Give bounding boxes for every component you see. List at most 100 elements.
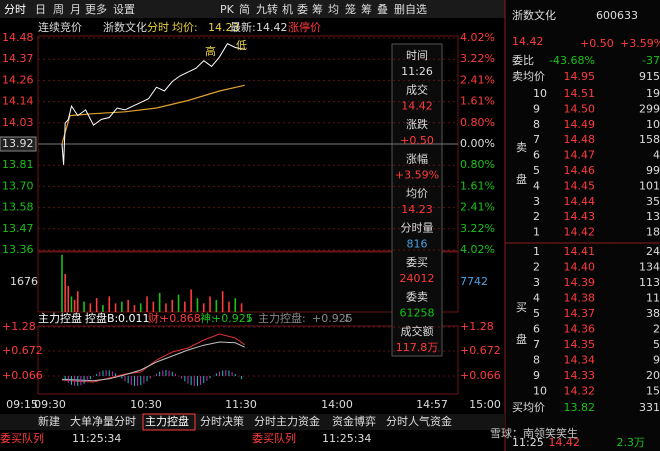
main-value: +0.925 bbox=[312, 312, 353, 325]
pct-label: 4.02% bbox=[460, 31, 495, 44]
tooltip-label: 时间 bbox=[406, 49, 428, 62]
book-price: 14.48 bbox=[564, 133, 596, 146]
toolbar-tab[interactable]: 月 bbox=[70, 3, 81, 16]
toolbar-button[interactable]: 筹 bbox=[361, 2, 372, 16]
toolbar-button[interactable]: 叠 bbox=[377, 3, 388, 16]
toolbar-button[interactable]: 筹 bbox=[312, 2, 323, 16]
book-price: 14.33 bbox=[564, 369, 596, 382]
toolbar-button[interactable]: PK bbox=[220, 3, 235, 16]
quote-name: 浙数文化 bbox=[512, 8, 556, 22]
time-label: 10:30 bbox=[130, 398, 162, 411]
tooltip-value: 24012 bbox=[400, 272, 435, 285]
toolbar-button[interactable]: 均 bbox=[328, 3, 339, 16]
book-level: 2 bbox=[533, 210, 540, 223]
toolbar-tab[interactable]: 日 bbox=[35, 3, 46, 16]
side-char: 卖 bbox=[516, 141, 527, 154]
bottom-tab[interactable]: 大单净量分时 bbox=[70, 414, 136, 428]
book-price: 14.45 bbox=[564, 179, 596, 192]
bottom-tab[interactable]: 主力控盘 bbox=[145, 414, 189, 428]
volume-bar bbox=[70, 296, 73, 312]
price-line bbox=[61, 43, 245, 165]
tooltip-label: 成交 bbox=[406, 83, 428, 97]
toolbar-tab[interactable]: 设置 bbox=[113, 3, 135, 16]
kb-label: 控盘B: bbox=[85, 311, 118, 325]
pct-label: 0.80% bbox=[460, 116, 495, 129]
avg-line bbox=[61, 84, 245, 145]
book-volume: 5 bbox=[653, 338, 660, 351]
toolbar-tab[interactable]: 更多 bbox=[85, 2, 107, 16]
book-price: 14.50 bbox=[564, 102, 596, 115]
toolbar-bg bbox=[0, 0, 660, 18]
book-level: 10 bbox=[533, 385, 547, 398]
book-volume: 299 bbox=[639, 102, 660, 115]
toolbar-button[interactable]: 笼 bbox=[345, 2, 356, 16]
toolbar-tab[interactable]: 分时 bbox=[4, 3, 26, 16]
book-volume: 4 bbox=[653, 149, 660, 162]
side-char: 盘 bbox=[516, 332, 527, 346]
book-level: 4 bbox=[533, 179, 540, 192]
book-level: 1 bbox=[533, 226, 540, 239]
volume-bar bbox=[89, 303, 92, 312]
mode: 连续竞价 bbox=[38, 20, 82, 34]
volume-bar bbox=[108, 296, 111, 312]
book-level: 6 bbox=[533, 149, 540, 162]
bottom-tab[interactable]: 分时人气资金 bbox=[386, 414, 452, 428]
volume-label: 1676 bbox=[10, 275, 38, 288]
time-label: 14:57 bbox=[416, 398, 448, 411]
price-label: 14.48 bbox=[2, 31, 34, 44]
price-label: 13.58 bbox=[2, 201, 34, 214]
price-highlight bbox=[0, 136, 37, 152]
volume-bar bbox=[95, 298, 98, 312]
toolbar-button[interactable]: 机 bbox=[282, 2, 293, 16]
volume-bar bbox=[202, 303, 205, 312]
volume-bar bbox=[127, 299, 129, 312]
book-level: 7 bbox=[533, 133, 540, 146]
volume-bar bbox=[190, 289, 192, 312]
volume-bar bbox=[102, 305, 104, 312]
tooltip-value: 816 bbox=[407, 238, 428, 251]
volume-bar bbox=[209, 296, 211, 312]
indicator-frame bbox=[37, 325, 459, 395]
volume-bar bbox=[76, 291, 79, 312]
bottom-tab[interactable]: 资金博弈 bbox=[332, 414, 376, 428]
kb-value: 0.011 bbox=[118, 312, 150, 325]
avg-label: 均价: bbox=[172, 21, 198, 34]
toolbar-button[interactable]: 九转 bbox=[256, 2, 278, 16]
pct-label: 3.22% bbox=[460, 52, 495, 65]
shen-label: 神: bbox=[200, 311, 215, 325]
book-price: 14.44 bbox=[564, 195, 596, 208]
tooltip-value: +0.50 bbox=[400, 134, 434, 147]
price-label: 14.14 bbox=[2, 95, 34, 108]
wb-value: -43.68% bbox=[549, 54, 595, 67]
volume-bar bbox=[240, 303, 243, 312]
price-label: 13.92 bbox=[2, 137, 34, 150]
queue-time: 11:25:34 bbox=[322, 432, 371, 445]
book-price: 14.47 bbox=[564, 149, 596, 162]
bottom-tab[interactable]: 分时主力资金 bbox=[254, 414, 320, 428]
book-volume: 24 bbox=[646, 245, 660, 258]
price-label: 14.26 bbox=[2, 73, 34, 86]
indicator-axis: +0.672 bbox=[2, 344, 43, 357]
indicator-name: 主力控盘 bbox=[38, 311, 82, 325]
volume-bar bbox=[196, 298, 199, 312]
price-label: 14.03 bbox=[2, 116, 34, 129]
book-level: 2 bbox=[533, 261, 540, 274]
toolbar-button[interactable]: 删自选 bbox=[394, 3, 427, 16]
pct-label: 0.80% bbox=[460, 158, 495, 171]
volume-bar bbox=[177, 294, 180, 312]
toolbar-tab[interactable]: 周 bbox=[53, 3, 64, 16]
buy-avg-vol: 331 bbox=[639, 401, 660, 414]
trade-time: 11:25 bbox=[512, 436, 544, 449]
arrow: ↓ bbox=[342, 312, 351, 325]
tab: 分时 bbox=[147, 21, 169, 34]
pct-label: 0.00% bbox=[460, 137, 495, 150]
toolbar-button[interactable]: 简 bbox=[239, 2, 250, 16]
toolbar-button[interactable]: 委 bbox=[297, 3, 308, 16]
wb-label: 委比 bbox=[512, 54, 534, 67]
bottom-tab[interactable]: 分时决策 bbox=[200, 414, 244, 428]
tooltip-value: +3.59% bbox=[395, 169, 439, 182]
tooltip-label: 涨跌 bbox=[406, 117, 428, 131]
volume-bar bbox=[158, 292, 161, 312]
bottom-tab[interactable]: 新建 bbox=[38, 414, 60, 428]
